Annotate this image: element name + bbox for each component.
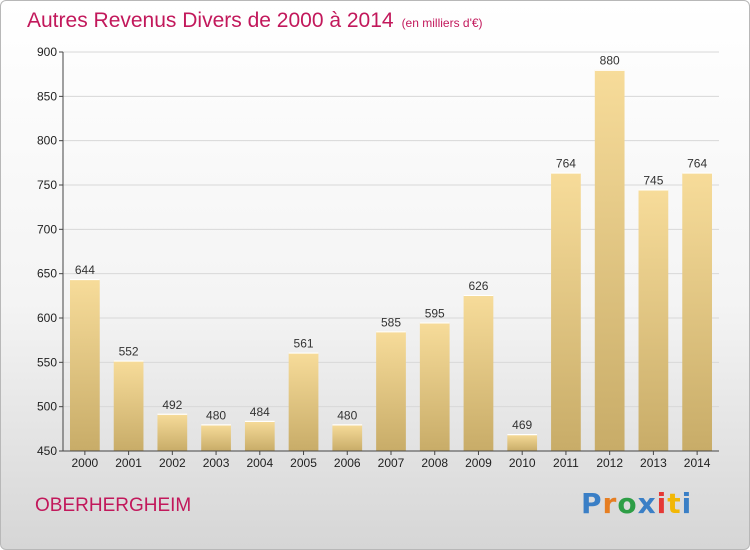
chart-title: Autres Revenus Divers de 2000 à 2014 (en …: [27, 9, 483, 33]
chart-title-text: Autres Revenus Divers de 2000 à 2014: [27, 9, 394, 32]
bars: 644 552 492 480 484 561 480 585 595 626 469 764 880 7…: [69, 54, 713, 451]
bar-value-label: 745: [643, 173, 663, 187]
x-tick-label: 2006: [334, 456, 361, 470]
bar: [69, 278, 100, 451]
x-tick-label: 2002: [159, 456, 186, 470]
y-tick-label: 800: [37, 134, 57, 148]
bar: [638, 189, 669, 451]
bar: [376, 331, 406, 451]
bar: [419, 322, 450, 451]
x-tick-label: 2000: [72, 456, 99, 470]
bar-value-label: 764: [687, 157, 707, 171]
bar-value-label: 595: [425, 306, 445, 320]
logo-letter: r: [602, 487, 618, 520]
bar-value-label: 644: [75, 263, 95, 277]
logo-letter: o: [617, 487, 638, 520]
bar: [682, 172, 713, 451]
bar: [594, 69, 625, 451]
bar-value-label: 626: [468, 279, 488, 293]
x-tick-label: 2011: [553, 456, 579, 470]
x-tick-label: 2012: [596, 456, 623, 470]
bar-value-label: 492: [162, 398, 182, 412]
x-tick-label: 2014: [684, 456, 711, 470]
bar-value-label: 484: [250, 405, 270, 419]
logo-letter: i: [681, 487, 693, 520]
bar-value-label: 585: [381, 315, 401, 329]
bar: [113, 360, 144, 451]
x-tick-label: 2009: [465, 456, 492, 470]
x-tick-label: 2003: [203, 456, 230, 470]
x-tick-label: 2008: [421, 456, 448, 470]
y-tick-label: 600: [37, 311, 57, 325]
bar-value-label: 764: [556, 157, 576, 171]
bar-value-label: 880: [600, 54, 620, 68]
bar-value-label: 480: [337, 408, 357, 422]
y-tick-label: 550: [37, 355, 57, 369]
y-tick-label: 650: [37, 267, 57, 281]
bar-value-label: 561: [294, 337, 314, 351]
bar: [244, 420, 275, 451]
bar: [201, 424, 231, 451]
bar: [288, 352, 319, 451]
bar: [551, 172, 581, 451]
y-tick-label: 500: [37, 400, 57, 414]
bar-value-label: 480: [206, 408, 226, 422]
x-tick-label: 2010: [509, 456, 536, 470]
logo-letter: i: [656, 487, 668, 520]
bar: [463, 294, 494, 451]
x-tick-label: 2004: [246, 456, 273, 470]
y-tick-label: 750: [37, 178, 57, 192]
proxiti-logo[interactable]: Proxiti: [581, 487, 692, 520]
logo-letter: t: [667, 487, 682, 520]
y-tick-label: 700: [37, 222, 57, 236]
y-tick-label: 450: [37, 444, 57, 458]
bar: [507, 434, 538, 451]
x-tick-label: 2001: [115, 456, 142, 470]
y-tick-label: 900: [37, 45, 57, 59]
axes: 450 500 550 600 650 700 750 800 850 900 2000 2001 20…: [37, 45, 719, 470]
x-tick-label: 2013: [640, 456, 667, 470]
x-tick-label: 2005: [290, 456, 317, 470]
chart-unit: (en milliers d'€): [401, 16, 483, 30]
y-tick-label: 850: [37, 89, 57, 103]
logo-letter: x: [637, 487, 657, 520]
commune-name: OBERHERGHEIM: [35, 495, 192, 516]
logo-letter: P: [581, 487, 603, 520]
x-tick-label: 2007: [378, 456, 405, 470]
bar-value-label: 552: [119, 345, 139, 359]
bar-value-label: 469: [512, 418, 532, 432]
bar: [332, 424, 363, 451]
bar: [157, 413, 188, 451]
